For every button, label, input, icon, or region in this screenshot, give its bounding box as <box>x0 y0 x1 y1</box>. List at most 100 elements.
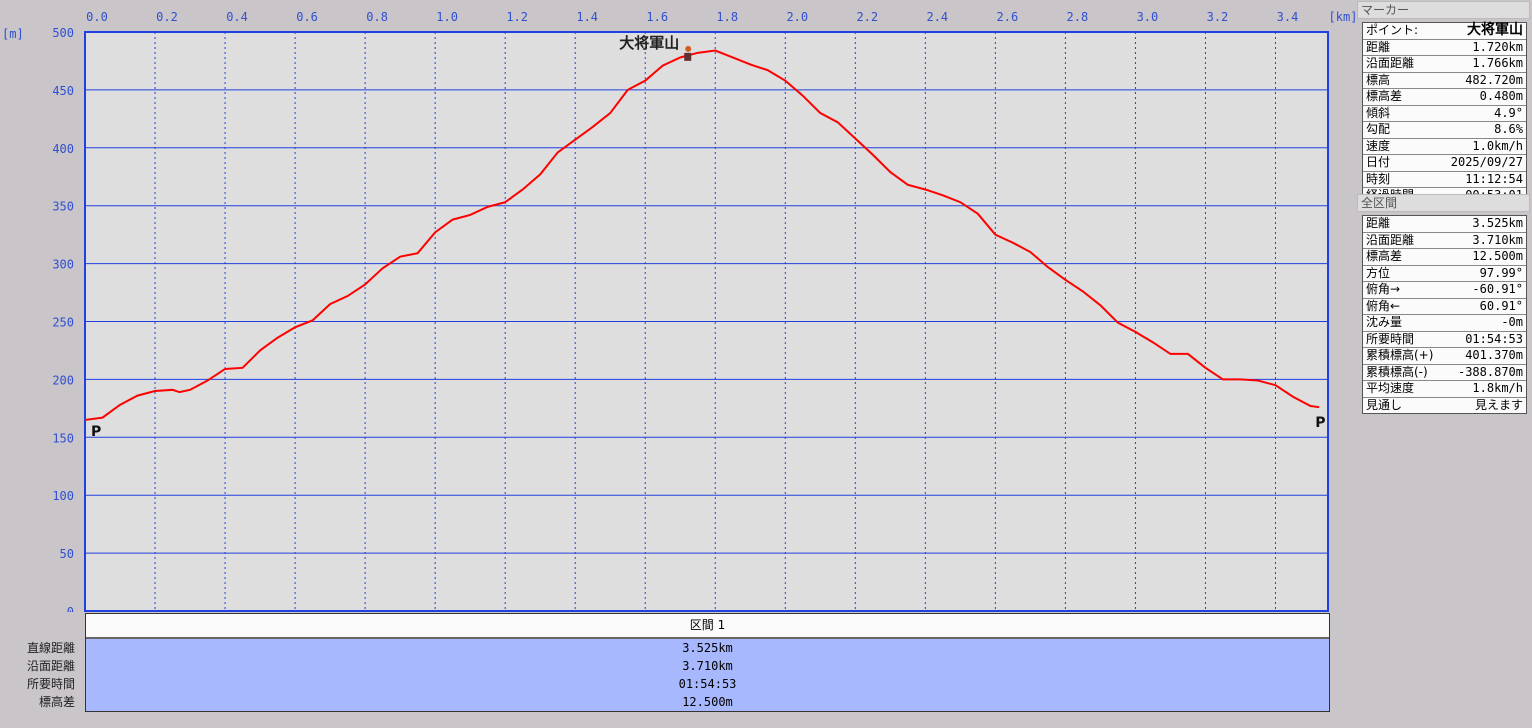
x-tick-label: 2.2 <box>856 10 878 24</box>
marker-row: 距離 1.720km <box>1363 39 1526 56</box>
hiker-marker-icon <box>684 52 692 61</box>
x-tick-label: 3.4 <box>1277 10 1299 24</box>
marker-row-value: 1.766km <box>1472 56 1523 70</box>
marker-row: 速度 1.0km/h <box>1363 138 1526 155</box>
x-tick-label: 3.2 <box>1207 10 1229 24</box>
section-value: 12.500m <box>682 695 733 709</box>
x-tick-label: 2.6 <box>997 10 1019 24</box>
total-row-value: 97.99° <box>1479 265 1523 280</box>
marker-row-label: 勾配 <box>1366 122 1391 136</box>
y-tick-label: 250 <box>52 316 74 330</box>
total-row-value: -0m <box>1501 315 1523 329</box>
marker-panel-title: マーカー <box>1357 1 1530 19</box>
elevation-line <box>84 49 1320 421</box>
total-row-label: 見通し <box>1366 397 1403 412</box>
total-row: 所要時間 01:54:53 <box>1363 331 1526 348</box>
total-row-value: 12.500m <box>1472 249 1523 263</box>
total-row-label: 方位 <box>1366 265 1391 280</box>
total-row: 方位 97.99° <box>1363 265 1526 282</box>
section-value: 3.525km <box>682 641 733 655</box>
x-tick-label: 0.0 <box>86 10 108 24</box>
x-tick-label: 1.4 <box>576 10 598 24</box>
section-table: 区間 1 3.525km 3.710km 01:54:53 12.500m <box>85 613 1330 712</box>
x-tick-label: 0.4 <box>226 10 248 24</box>
hiker-marker-icon <box>685 45 692 52</box>
total-row-value: 3.525km <box>1472 216 1523 230</box>
total-row: 累積標高(+) 401.370m <box>1363 348 1526 365</box>
total-row-value: 60.91° <box>1479 298 1523 313</box>
total-row-label: 標高差 <box>1366 249 1403 263</box>
x-tick-label: 0.8 <box>366 10 388 24</box>
parking-start-label: P <box>91 424 101 440</box>
total-row-label: 累積標高(-) <box>1366 364 1428 379</box>
x-tick-label: 1.6 <box>646 10 668 24</box>
y-tick-label: 200 <box>52 373 74 387</box>
marker-row: 時刻 11:12:54 <box>1363 171 1526 188</box>
y-tick-label: 100 <box>52 489 74 503</box>
x-tick-label: 2.4 <box>926 10 948 24</box>
marker-row-label: 傾斜 <box>1366 105 1391 120</box>
marker-row-value: 1.0km/h <box>1472 138 1523 153</box>
marker-row-value: 8.6% <box>1494 122 1523 136</box>
marker-row-value: 0.480m <box>1479 89 1523 103</box>
section-value: 3.710km <box>682 659 733 673</box>
marker-row-label: 速度 <box>1366 138 1391 153</box>
marker-row: 日付 2025/09/27 <box>1363 155 1526 172</box>
marker-row-value: 2025/09/27 <box>1450 155 1523 169</box>
total-row-label: 所要時間 <box>1366 331 1415 346</box>
marker-row-label: 標高差 <box>1366 89 1403 103</box>
x-axis-unit: [km] <box>1329 10 1355 24</box>
marker-row-label: 標高 <box>1366 72 1391 87</box>
marker-row-label: 沿面距離 <box>1366 56 1415 70</box>
total-row: 標高差 12.500m <box>1363 249 1526 266</box>
x-tick-label: 1.2 <box>506 10 528 24</box>
marker-row-label: 日付 <box>1366 155 1391 169</box>
peak-label: 大将軍山 <box>619 34 679 52</box>
total-panel: 全区間 距離 3.525km 沿面距離 3.710km 標高差 12.500m 方位 97.9… <box>1357 194 1530 414</box>
total-row-value: 見えます <box>1474 397 1523 412</box>
total-row-value: -388.870m <box>1457 364 1523 379</box>
total-row-label: 俯角← <box>1366 298 1401 313</box>
total-row-label: 俯角→ <box>1366 282 1401 296</box>
total-row-label: 累積標高(+) <box>1366 348 1434 362</box>
section-header[interactable]: 区間 1 <box>86 614 1329 639</box>
total-row: 俯角→ -60.91° <box>1363 282 1526 299</box>
marker-table: ポイント: 大将軍山 距離 1.720km 沿面距離 1.766km 標高 482.720m… <box>1362 22 1527 205</box>
section-label: 直線距離 <box>26 641 75 655</box>
marker-row-value: 1.720km <box>1472 39 1523 54</box>
marker-row-value: 4.9° <box>1494 105 1523 120</box>
marker-point-name: 大将軍山 <box>1467 22 1523 38</box>
total-row-label: 沈み量 <box>1366 315 1403 329</box>
marker-point-row: ポイント: 大将軍山 <box>1363 22 1526 40</box>
y-tick-label: 350 <box>52 200 74 214</box>
marker-row: 沿面距離 1.766km <box>1363 56 1526 73</box>
section-value: 01:54:53 <box>678 677 737 691</box>
marker-row-label: 時刻 <box>1366 171 1391 186</box>
x-tick-label: 1.8 <box>716 10 738 24</box>
section-label: 所要時間 <box>26 677 75 691</box>
x-tick-label: 0.6 <box>296 10 318 24</box>
marker-row-value: 482.720m <box>1465 72 1523 87</box>
total-table: 距離 3.525km 沿面距離 3.710km 標高差 12.500m 方位 97.99° 俯角… <box>1362 215 1527 414</box>
marker-point-label: ポイント: <box>1366 23 1419 37</box>
total-row-label: 沿面距離 <box>1366 232 1415 247</box>
elevation-profile-chart[interactable]: 0 50 100 150 200 250 300 350 400 450 500 0.0 0.2 0.4 0… <box>0 0 1355 612</box>
marker-row-value: 11:12:54 <box>1465 171 1523 186</box>
total-row-value: 3.710km <box>1472 232 1523 247</box>
y-tick-label: 0 <box>67 605 74 612</box>
total-row-value: -60.91° <box>1472 282 1523 296</box>
y-tick-label: 300 <box>52 258 74 272</box>
y-axis-unit: [m] <box>2 27 24 41</box>
x-tick-label: 2.8 <box>1067 10 1089 24</box>
x-tick-label: 3.0 <box>1137 10 1159 24</box>
total-row-value: 01:54:53 <box>1465 331 1523 346</box>
total-row: 沈み量 -0m <box>1363 315 1526 332</box>
total-row: 累積標高(-) -388.870m <box>1363 364 1526 381</box>
total-row: 沿面距離 3.710km <box>1363 232 1526 249</box>
total-row: 見通し 見えます <box>1363 398 1526 414</box>
y-tick-label: 450 <box>52 84 74 98</box>
total-row-value: 1.8km/h <box>1472 381 1523 395</box>
total-row: 俯角← 60.91° <box>1363 298 1526 315</box>
section-label: 沿面距離 <box>26 659 75 673</box>
total-row-label: 平均速度 <box>1366 381 1415 395</box>
